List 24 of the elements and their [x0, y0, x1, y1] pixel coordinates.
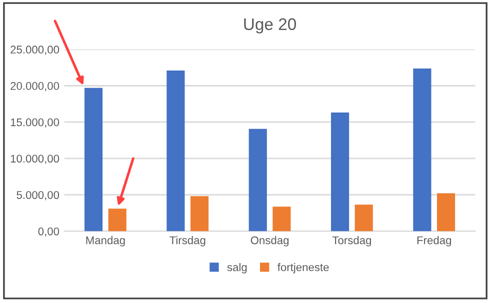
- bar: [108, 208, 126, 232]
- legend-label: salg: [227, 263, 247, 274]
- y-tick-label: 0,00: [38, 227, 60, 237]
- x-tick-label: Fredag: [417, 236, 452, 246]
- bar: [413, 68, 432, 232]
- chart-title: Uge 20: [244, 18, 296, 34]
- x-tick-label: Onsdag: [250, 236, 289, 246]
- bar: [330, 112, 350, 232]
- y-tick-label: 25.000,00: [10, 46, 60, 55]
- bar: [190, 196, 209, 232]
- legend-label: fortjeneste: [278, 263, 329, 274]
- bar: [166, 70, 185, 232]
- bar: [248, 128, 267, 232]
- y-tick-label: 20.000,00: [10, 82, 60, 92]
- y-tick-label: 10.000,00: [10, 154, 60, 164]
- bar: [354, 204, 373, 232]
- bar: [436, 193, 456, 232]
- y-tick-label: 5.000,00: [16, 191, 60, 200]
- x-tick-label: Torsdag: [332, 236, 371, 246]
- y-tick-label: 15.000,00: [10, 118, 60, 128]
- bar: [272, 206, 291, 232]
- x-tick-label: Mandag: [86, 236, 125, 246]
- bar: [84, 88, 103, 232]
- x-tick-label: Tirsdag: [170, 236, 206, 246]
